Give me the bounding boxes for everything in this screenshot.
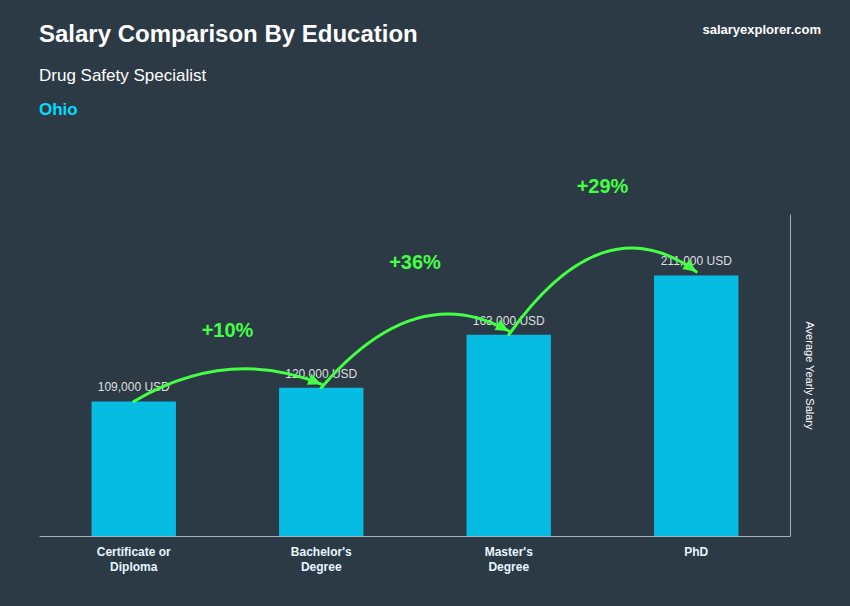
svg-text:211,000 USD: 211,000 USD bbox=[660, 254, 732, 269]
svg-text:109,000 USD: 109,000 USD bbox=[97, 380, 170, 395]
svg-text:Degree: Degree bbox=[488, 560, 529, 574]
svg-text:Ohio: Ohio bbox=[39, 100, 78, 119]
svg-text:Drug Safety Specialist: Drug Safety Specialist bbox=[39, 66, 207, 85]
svg-text:Average Yearly Salary: Average Yearly Salary bbox=[804, 321, 816, 430]
svg-text:+29%: +29% bbox=[577, 175, 629, 197]
svg-text:Bachelor's: Bachelor's bbox=[291, 545, 352, 559]
svg-text:+36%: +36% bbox=[389, 251, 441, 273]
svg-text:163,000 USD: 163,000 USD bbox=[472, 313, 545, 328]
svg-text:+10%: +10% bbox=[202, 319, 254, 341]
svg-text:salaryexplorer.com: salaryexplorer.com bbox=[702, 22, 821, 37]
svg-text:Certificate or: Certificate or bbox=[97, 545, 171, 559]
svg-text:Master's: Master's bbox=[485, 545, 534, 559]
svg-text:Diploma: Diploma bbox=[110, 560, 158, 574]
svg-text:Degree: Degree bbox=[301, 560, 342, 574]
svg-text:120,000 USD: 120,000 USD bbox=[285, 367, 357, 381]
svg-text:PhD: PhD bbox=[684, 545, 708, 559]
svg-text:Salary Comparison By Education: Salary Comparison By Education bbox=[39, 20, 418, 47]
